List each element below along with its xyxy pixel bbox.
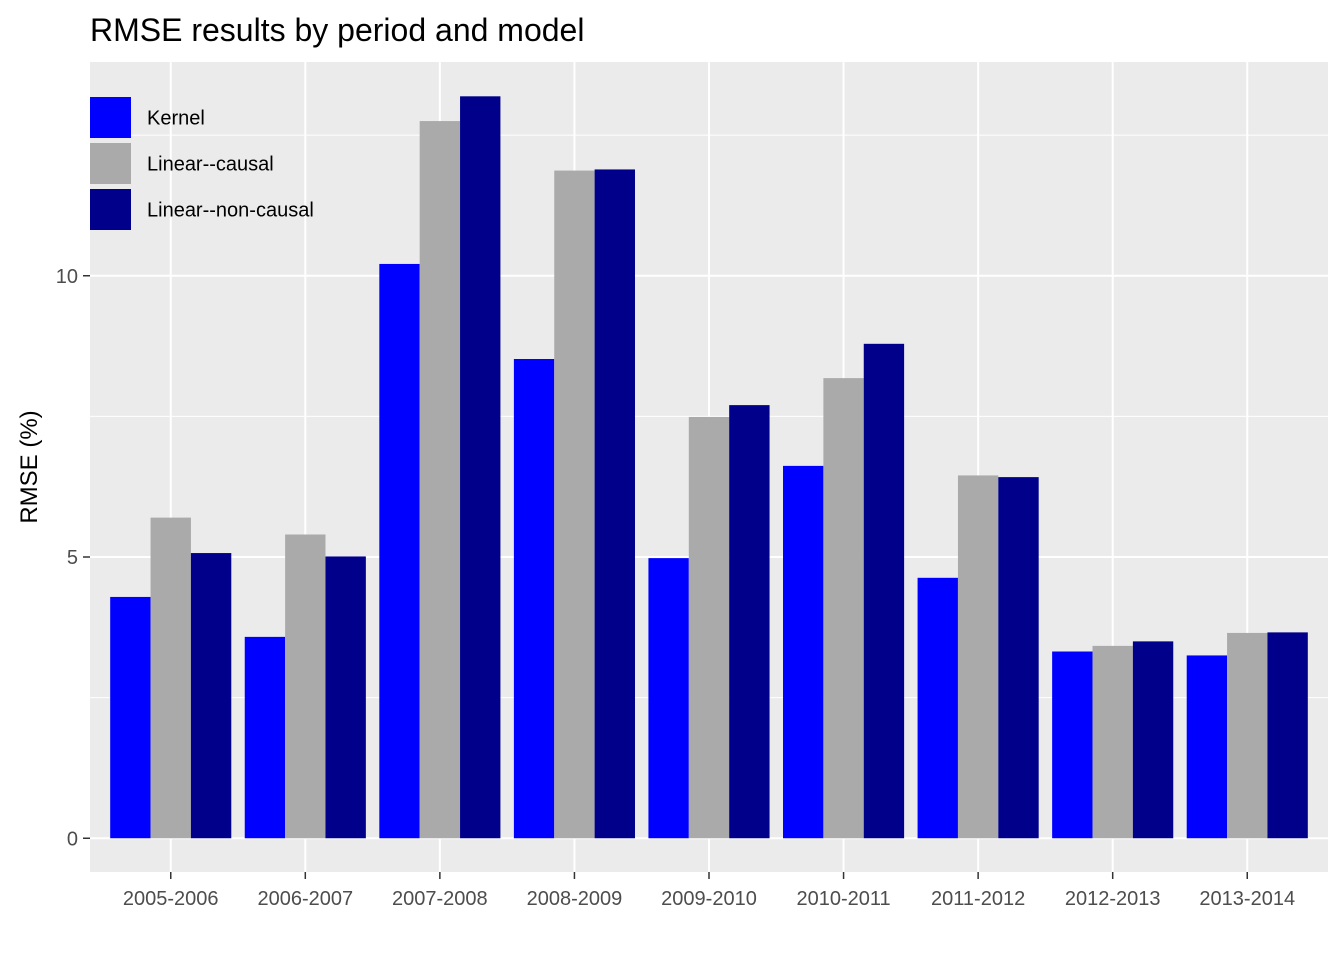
y-axis: 0 5 10 — [56, 266, 90, 850]
bar-2012-2013-1 — [1092, 645, 1133, 839]
bar-2008-2009-1 — [554, 170, 595, 839]
x-tick-label: 2011-2012 — [931, 888, 1025, 910]
x-tick-label: 2013-2014 — [1199, 888, 1295, 910]
bar-2013-2014-2 — [1267, 632, 1308, 839]
bar-2008-2009-2 — [594, 169, 635, 839]
bar-2013-2014-1 — [1227, 632, 1268, 839]
x-tick-label: 2010-2011 — [796, 888, 890, 910]
legend-label: Linear--causal — [147, 154, 274, 176]
bar-2008-2009-0 — [513, 359, 555, 839]
bar-2007-2008-2 — [460, 96, 501, 839]
x-tick-label: 2008-2009 — [527, 888, 623, 910]
bar-2011-2012-2 — [998, 477, 1039, 839]
bar-2009-2010-1 — [688, 416, 730, 839]
bar-2007-2008-1 — [419, 121, 461, 839]
bar-2009-2010-2 — [729, 405, 770, 839]
bars — [110, 96, 1308, 839]
x-tick-label: 2012-2013 — [1065, 888, 1161, 910]
x-tick-label: 2009-2010 — [661, 888, 757, 910]
bar-2012-2013-0 — [1052, 651, 1093, 839]
bar-2010-2011-2 — [863, 343, 905, 839]
x-tick-label: 2007-2008 — [392, 888, 488, 910]
legend-label: Linear--non-causal — [147, 200, 314, 222]
bar-2006-2007-2 — [325, 556, 366, 839]
bar-2005-2006-1 — [150, 517, 191, 839]
legend-key — [90, 97, 131, 138]
chart-title: RMSE results by period and model — [90, 12, 584, 48]
bar-2009-2010-0 — [648, 558, 689, 839]
legend: Kernel Linear--causal Linear--non-causal — [90, 97, 314, 230]
bar-2011-2012-0 — [917, 577, 958, 839]
legend-key — [90, 189, 131, 230]
y-axis-label: RMSE (%) — [16, 410, 43, 523]
bar-2006-2007-0 — [244, 636, 286, 839]
y-tick-label: 10 — [56, 266, 78, 288]
bar-2010-2011-0 — [783, 465, 824, 839]
bar-2005-2006-2 — [190, 553, 232, 839]
bar-2005-2006-0 — [110, 596, 151, 839]
bar-2013-2014-0 — [1186, 655, 1228, 839]
bar-2011-2012-1 — [957, 475, 999, 839]
y-tick-label: 5 — [67, 547, 78, 569]
bar-2010-2011-1 — [823, 378, 864, 839]
legend-key — [90, 143, 131, 184]
x-tick-label: 2005-2006 — [123, 888, 219, 910]
bar-2006-2007-1 — [285, 534, 326, 839]
y-tick-label: 0 — [67, 828, 78, 850]
x-tick-label: 2006-2007 — [257, 888, 353, 910]
x-axis: 2005-2006 2006-2007 2007-2008 2008-2009 2009… — [123, 872, 1295, 910]
bar-2007-2008-0 — [379, 263, 420, 839]
bar-2012-2013-2 — [1132, 641, 1174, 839]
legend-label: Kernel — [147, 108, 205, 130]
